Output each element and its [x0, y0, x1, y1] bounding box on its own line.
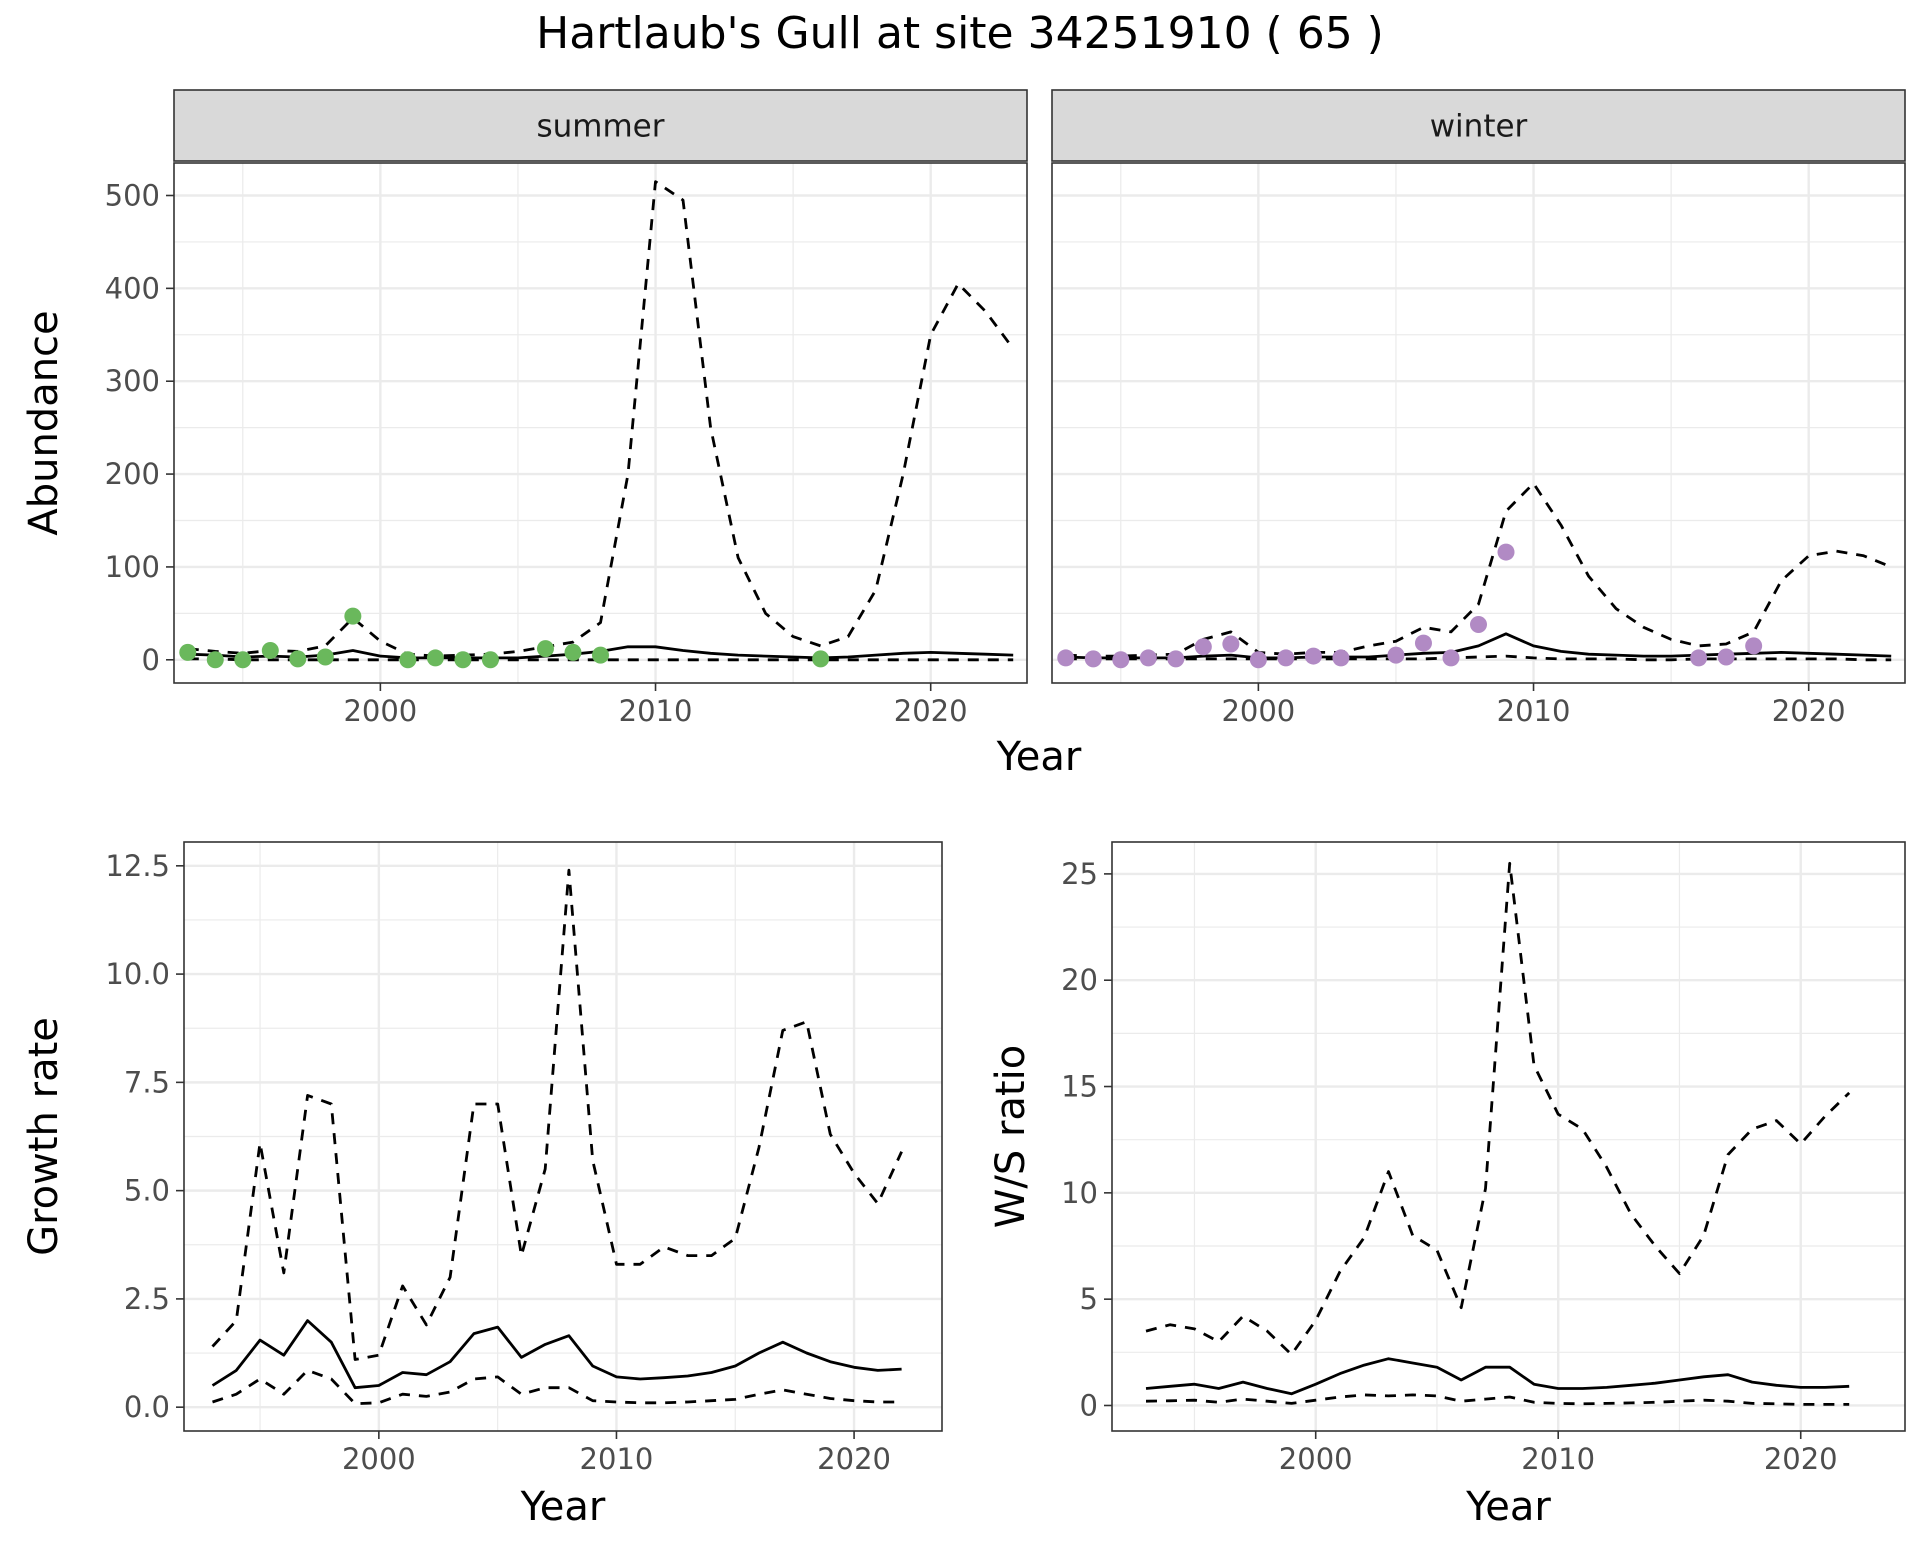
y-tick-label: 5 [1080, 1282, 1098, 1316]
y-tick-label: 300 [105, 364, 160, 398]
x-tick-label: 2010 [619, 694, 693, 728]
observed-point [592, 646, 609, 664]
observed-point [1332, 649, 1350, 667]
lower-line [1145, 1393, 1850, 1406]
x-tick-label: 2000 [1279, 1442, 1353, 1476]
x-tick-label: 2000 [343, 694, 417, 728]
y-tick-label: 15 [1061, 1070, 1098, 1104]
x-tick-label: 2000 [1221, 694, 1295, 728]
observed-point [1277, 649, 1295, 667]
observed-point [1717, 648, 1735, 666]
facet-label: winter [1430, 109, 1528, 145]
observed-point [1084, 650, 1102, 668]
facet-label: summer [536, 109, 664, 145]
observed-point [261, 642, 279, 659]
observed-point [1442, 649, 1460, 667]
y-tick-label: 200 [105, 457, 160, 491]
x-tick-label: 2010 [1521, 1442, 1595, 1476]
observed-point [179, 643, 197, 661]
y-tick-label: 5.0 [124, 1174, 170, 1208]
observed-point [206, 651, 224, 669]
x-tick-label: 2020 [1764, 1442, 1838, 1476]
y-axis-title: W/S ratio [988, 1045, 1034, 1228]
upper-line [187, 180, 1015, 658]
abundance-winter-panel: winter 2000 2010 2020 [1051, 89, 1906, 728]
median-line [211, 1319, 902, 1390]
observed-point [316, 648, 334, 666]
x-tick-label: 2020 [817, 1442, 891, 1476]
plot-background [174, 163, 1027, 683]
ws-ratio-panel: 2000 2010 2020 0 5 10 15 20 25 W/S ratio Year [988, 841, 1906, 1530]
panel-border [183, 841, 943, 1432]
x-tick-label: 2010 [580, 1442, 654, 1476]
observed-point [1139, 649, 1157, 667]
abundance-summer-panel: summer 2000 2010 2020 0 100 200 300 400 500 Abunda… [21, 89, 1028, 728]
y-tick-label: 25 [1061, 857, 1098, 891]
x-tick-label: 2020 [894, 694, 968, 728]
observed-point [1387, 646, 1405, 664]
observed-point [1057, 649, 1075, 667]
observed-point [1690, 649, 1708, 667]
panel-border [173, 162, 1028, 684]
lower-line [187, 657, 1014, 662]
y-tick-label: 2.5 [124, 1282, 170, 1316]
observed-point [1194, 638, 1212, 656]
observed-point [454, 651, 472, 669]
observed-point [344, 607, 362, 625]
plot-background [1052, 163, 1905, 683]
x-tick-label: 2000 [342, 1442, 416, 1476]
x-tick-label: 2010 [1497, 694, 1571, 728]
x-axis-title-shared: Year [996, 734, 1082, 780]
observed-point [1497, 543, 1515, 561]
x-axis-title: Year [1465, 1484, 1551, 1530]
observed-point [564, 643, 582, 661]
y-tick-label: 0 [142, 643, 160, 677]
y-tick-label: 400 [105, 271, 160, 305]
panel-border [1051, 162, 1906, 684]
x-axis-title: Year [520, 1484, 606, 1530]
observed-point [1112, 651, 1130, 669]
y-tick-label: 0 [1080, 1388, 1098, 1422]
lower-line [1065, 654, 1892, 662]
observed-point [536, 640, 554, 658]
observed-point [234, 651, 252, 669]
observed-point [289, 650, 307, 668]
upper-line [1145, 861, 1851, 1356]
chart-title: Hartlaub's Gull at site 34251910 ( 65 ) [536, 8, 1384, 59]
observed-point [399, 651, 417, 669]
observed-point [812, 650, 830, 668]
y-tick-label: 20 [1061, 963, 1098, 997]
x-tick-label: 2020 [1772, 694, 1846, 728]
observed-point [1470, 616, 1487, 633]
observed-point [426, 649, 444, 667]
lower-line [212, 1369, 902, 1406]
observed-point [1249, 651, 1267, 669]
y-tick-label: 10 [1061, 1176, 1098, 1210]
y-tick-label: 10.0 [105, 957, 170, 991]
facet-strip [1051, 89, 1906, 162]
y-axis-title: Abundance [21, 310, 67, 535]
y-tick-label: 0.0 [124, 1390, 170, 1424]
y-tick-label: 7.5 [124, 1065, 170, 1099]
observed-point [1414, 634, 1432, 652]
growth-rate-panel: 2000 2010 2020 0.0 2.5 5.0 7.5 10.0 12.5 Growth r… [21, 841, 943, 1530]
observed-point [1167, 650, 1185, 668]
observed-point [1304, 647, 1322, 665]
median-line [1145, 1357, 1850, 1396]
observed-point [1222, 635, 1240, 653]
observed-point [1745, 637, 1763, 655]
observed-point [481, 651, 499, 669]
y-tick-label: 500 [105, 179, 160, 213]
upper-line [211, 868, 903, 1361]
y-axis-title: Growth rate [21, 1017, 67, 1256]
plot-background [1112, 842, 1905, 1431]
y-tick-label: 100 [105, 550, 160, 584]
facet-strip [173, 89, 1028, 162]
panel-border [1111, 841, 1906, 1432]
y-tick-label: 12.5 [105, 849, 170, 883]
